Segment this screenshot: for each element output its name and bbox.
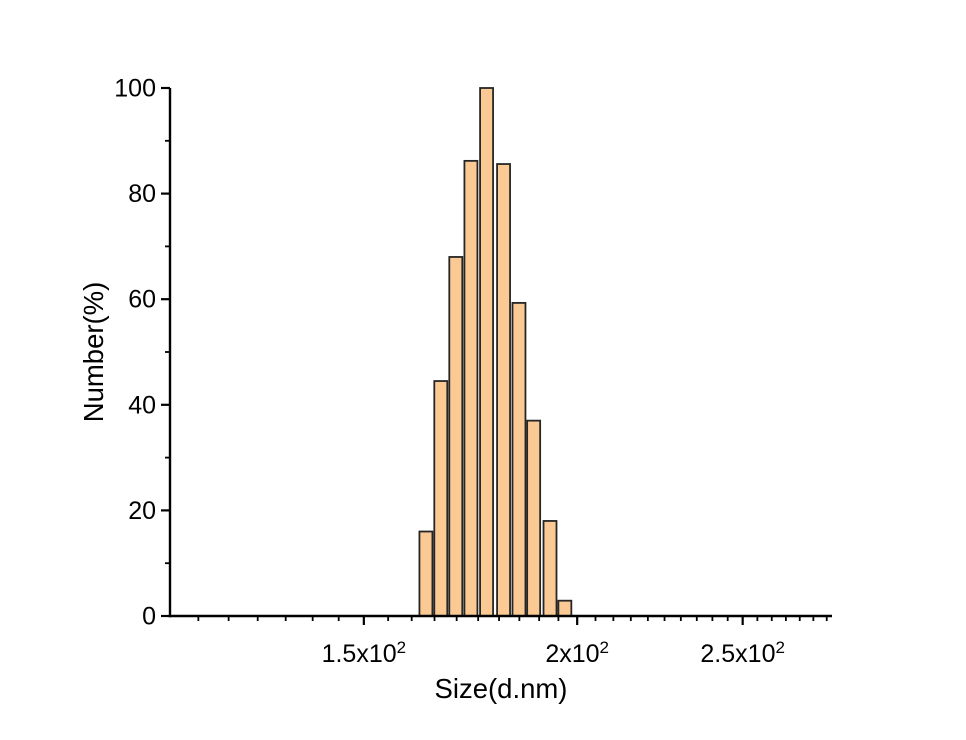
x-axis-title: Size(d.nm) [435, 673, 568, 704]
y-tick-labels: 0 20 40 60 80 100 [114, 75, 156, 631]
y-axis-title: Number(%) [78, 282, 109, 423]
bar-size-181.1 [496, 163, 511, 617]
bar-size-184.9 [511, 301, 527, 617]
bar-size-166.4 [433, 380, 449, 617]
bar-size-169.8 [448, 256, 464, 617]
y-tick-label: 0 [142, 603, 156, 631]
y-tick-label: 80 [128, 180, 156, 208]
bar-size-173.3 [463, 159, 479, 617]
y-tick-label: 20 [128, 497, 156, 525]
bar-size-163.1 [418, 530, 434, 617]
bar-size-177 [479, 87, 494, 617]
bar-size-188.6 [526, 419, 542, 617]
y-axis-ticks [161, 86, 170, 618]
bar-size-196.7 [557, 599, 573, 617]
x-axis-ticks [197, 616, 828, 625]
bars-group [418, 87, 573, 617]
x-tick-label: 2.5x102 [700, 638, 785, 668]
y-tick-label: 100 [114, 75, 156, 103]
y-tick-label: 60 [128, 286, 156, 314]
x-tick-label: 2x102 [545, 638, 609, 668]
x-tick-label: 1.5x102 [322, 638, 407, 668]
x-tick-labels: 1.5x102 2x102 2.5x102 [322, 638, 785, 668]
bar-size-192.8 [542, 520, 558, 617]
y-tick-label: 40 [128, 391, 156, 419]
